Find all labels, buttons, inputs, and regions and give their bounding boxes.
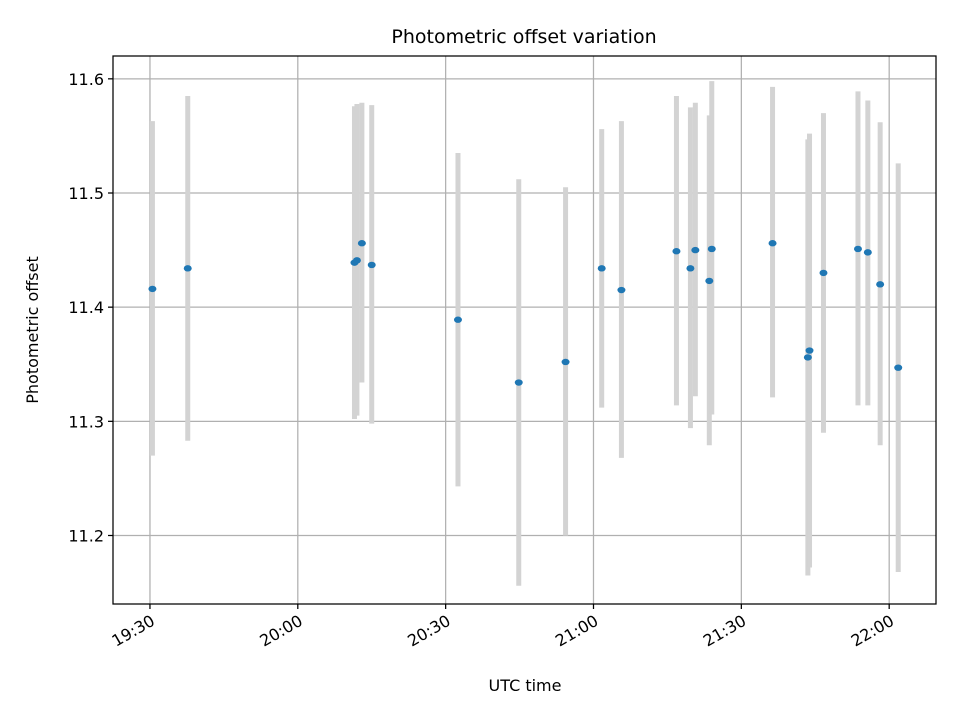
y-tick-label: 11.6: [68, 70, 104, 89]
data-points: [148, 240, 903, 386]
data-point: [803, 354, 812, 361]
data-point: [768, 240, 777, 247]
data-point: [453, 316, 462, 323]
data-point: [707, 245, 716, 253]
data-point: [686, 265, 695, 272]
data-point: [853, 245, 862, 253]
data-point: [819, 269, 828, 277]
y-tick-label: 11.3: [68, 412, 104, 431]
data-point: [894, 364, 903, 371]
data-point: [183, 265, 192, 272]
y-axis-label: Photometric offset: [23, 256, 42, 404]
y-tick-label: 11.2: [68, 527, 104, 546]
data-point: [367, 261, 376, 269]
data-point: [705, 277, 714, 285]
data-point: [561, 358, 570, 366]
data-point: [876, 281, 885, 288]
data-point: [148, 285, 157, 293]
grid: [113, 56, 936, 604]
data-point: [805, 347, 814, 354]
data-point: [691, 246, 700, 254]
data-point: [863, 249, 872, 256]
y-tick-label: 11.4: [68, 298, 104, 317]
x-axis-label: UTC time: [489, 676, 562, 695]
data-point: [672, 248, 681, 255]
data-point: [514, 379, 523, 386]
data-point: [617, 286, 626, 294]
data-point: [597, 265, 606, 272]
y-axis: 11.2 11.3 11.4 11.5 11.6: [68, 70, 113, 546]
y-tick-label: 11.5: [68, 184, 104, 203]
data-point: [352, 257, 361, 264]
chart-title: Photometric offset variation: [391, 26, 656, 48]
data-point: [357, 240, 366, 247]
plot-area-frame: [112, 55, 937, 605]
